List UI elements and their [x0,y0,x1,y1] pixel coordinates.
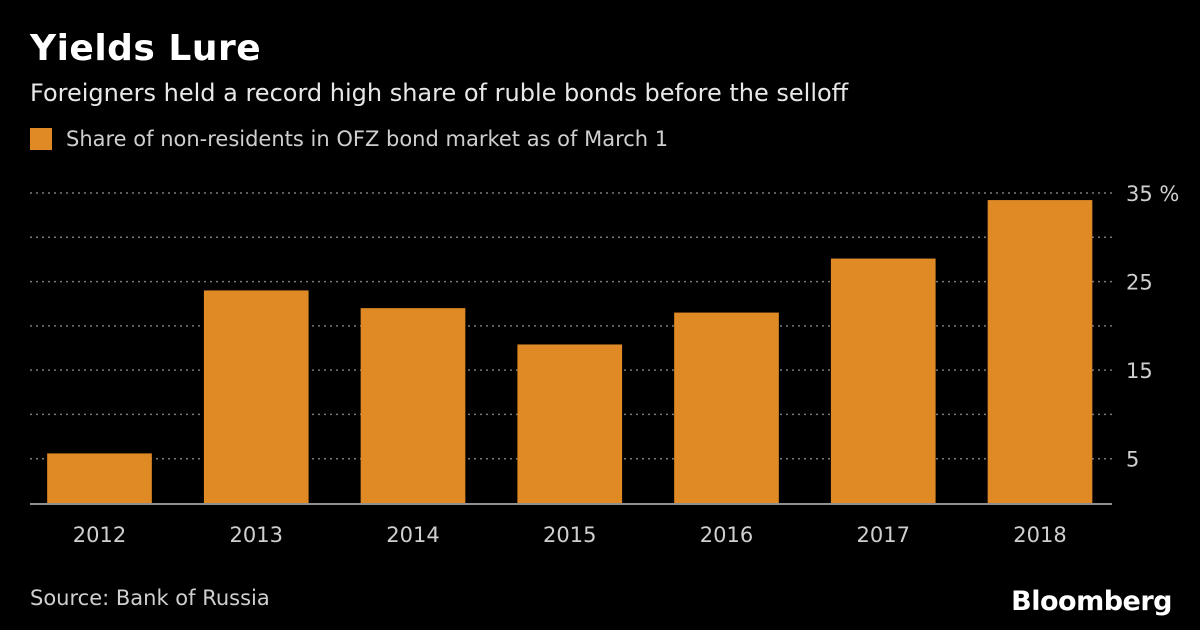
x-tick-label-2015: 2015 [543,523,596,547]
legend-swatch [30,128,52,150]
y-tick-label-5: 5 [1126,448,1139,472]
chart-subtitle: Foreigners held a record high share of r… [30,79,849,107]
x-tick-label-2017: 2017 [857,523,910,547]
x-axis-tick-labels: 2012 2013 2014 2015 2016 2017 2018 [73,523,1067,547]
source-note: Source: Bank of Russia [30,586,270,610]
chart-title: Yields Lure [30,28,262,69]
bar-2017 [830,258,936,503]
bar-2018 [987,200,1093,504]
bar-2015 [517,344,623,503]
x-tick-label-2014: 2014 [386,523,439,547]
y-tick-label-35: 35 % [1126,182,1179,206]
bar-2012 [47,453,152,503]
x-tick-label-2013: 2013 [230,523,283,547]
legend-label: Share of non-residents in OFZ bond marke… [66,127,669,151]
y-tick-label-15: 15 [1126,359,1153,383]
x-tick-label-2012: 2012 [73,523,126,547]
bar-layer [47,200,1093,504]
bloomberg-logo: Bloomberg [1011,586,1172,617]
x-tick-label-2018: 2018 [1013,523,1066,547]
bar-2013 [203,290,309,503]
y-axis-tick-labels: 5 15 25 35 % [1126,182,1179,472]
legend: Share of non-residents in OFZ bond marke… [30,127,668,151]
bar-2014 [360,308,466,503]
x-tick-label-2016: 2016 [700,523,753,547]
bar-2016 [674,312,779,503]
y-tick-label-25: 25 [1126,271,1153,295]
